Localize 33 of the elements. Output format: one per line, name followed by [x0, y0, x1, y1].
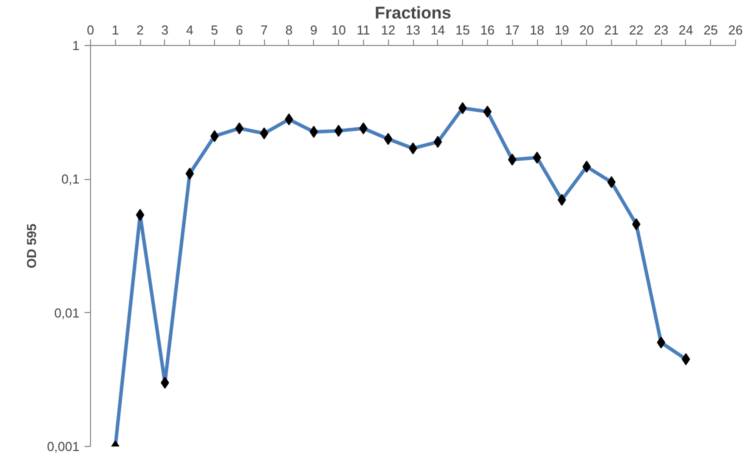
x-tick-label: 15	[455, 22, 470, 38]
x-tick-label: 16	[480, 22, 495, 38]
x-tick-label: 14	[430, 22, 446, 38]
y-tick-label: 1	[72, 38, 80, 53]
x-tick-label: 21	[604, 22, 619, 38]
x-tick-label: 11	[356, 22, 370, 38]
x-tick-label: 19	[554, 22, 570, 38]
x-tick-label: 23	[654, 22, 668, 38]
x-tick-label: 3	[161, 22, 169, 38]
x-tick-label: 24	[678, 22, 694, 38]
x-tick-label: 5	[210, 22, 218, 38]
x-tick-label: 26	[728, 22, 743, 38]
x-tick-label: 22	[629, 22, 644, 38]
y-tick-label: 0,01	[54, 305, 80, 320]
x-tick-label: 9	[310, 22, 318, 38]
x-tick-label: 18	[530, 22, 544, 38]
x-tick-label: 4	[186, 22, 194, 38]
x-tick-label: 13	[406, 22, 420, 38]
x-tick-label: 6	[236, 22, 243, 38]
x-tick-label: 10	[331, 22, 346, 38]
x-tick-label: 2	[136, 22, 144, 38]
x-tick-label: 20	[579, 22, 594, 38]
y-tick-label: 0,1	[61, 172, 80, 187]
x-tick-label: 17	[505, 22, 520, 38]
y-tick-label: 0,001	[46, 439, 80, 454]
x-tick-label: 0	[86, 22, 94, 38]
x-tick-label: 7	[260, 22, 268, 38]
x-axis-title: Fractions	[374, 4, 452, 22]
x-tick-label: 1	[112, 22, 119, 38]
x-tick-label: 8	[285, 22, 293, 38]
y-axis-title: OD 595	[24, 224, 39, 268]
x-tick-label: 12	[380, 22, 396, 38]
x-tick-label: 25	[703, 22, 718, 38]
